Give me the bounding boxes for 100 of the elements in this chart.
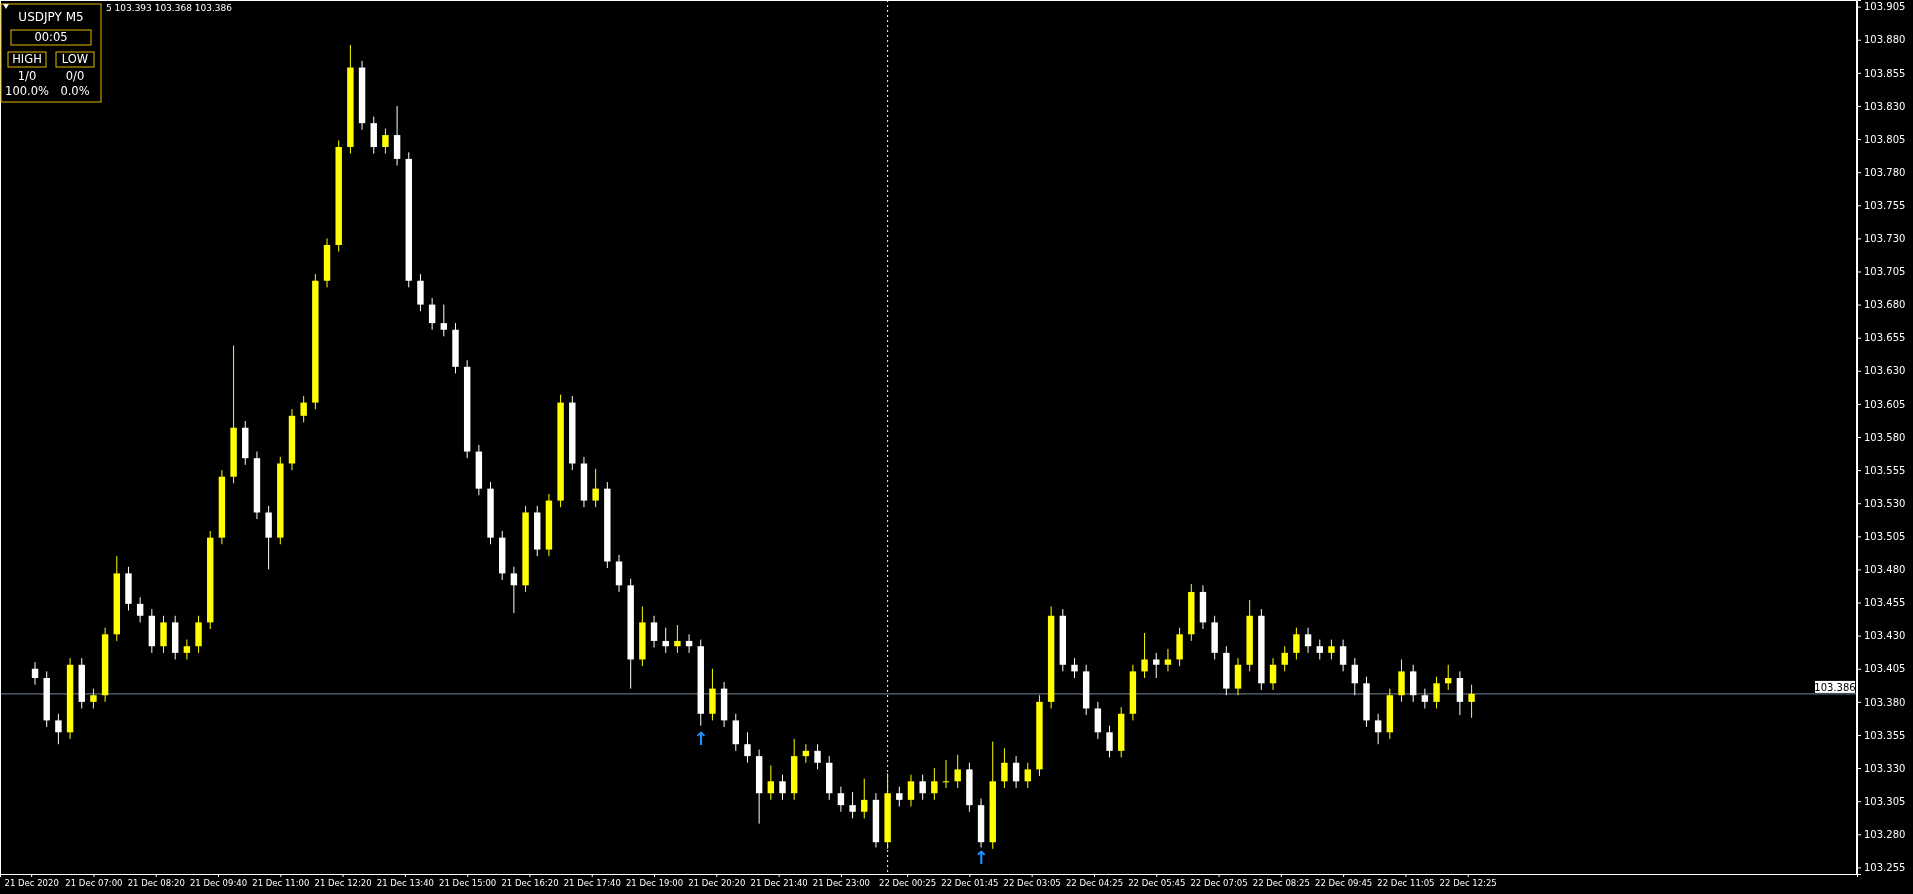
annotation: 00:05 xyxy=(34,30,68,44)
candlestick xyxy=(1164,648,1172,672)
y-tick-label: 103.830 xyxy=(1864,100,1906,112)
y-tick-label: 103.280 xyxy=(1864,828,1906,840)
annotation: 100.0% xyxy=(5,84,49,98)
candlestick xyxy=(136,596,144,623)
annotation: ↑ xyxy=(973,846,989,868)
y-tick-label: 103.705 xyxy=(1864,266,1906,278)
candlestick xyxy=(744,731,751,764)
candlestick xyxy=(1433,676,1440,709)
candlestick xyxy=(160,615,167,654)
candlestick xyxy=(1153,652,1160,679)
candlestick xyxy=(195,615,202,654)
y-tick-label: 103.430 xyxy=(1864,630,1906,642)
x-tick-label: 22 Dec 08:25 xyxy=(1252,878,1310,889)
x-tick-label: 22 Dec 12:25 xyxy=(1439,878,1497,889)
x-tick-label: 21 Dec 11:00 xyxy=(252,878,310,889)
x-tick-label: 21 Dec 12:20 xyxy=(314,878,372,889)
y-tick-label: 103.580 xyxy=(1864,431,1906,443)
y-tick-label: 103.330 xyxy=(1864,762,1906,774)
annotation: 1/0 xyxy=(17,69,37,83)
candlestick xyxy=(1351,657,1358,696)
x-tick-label: 22 Dec 04:25 xyxy=(1065,878,1124,889)
y-tick-label: 103.480 xyxy=(1864,564,1906,576)
y-tick-label: 103.730 xyxy=(1864,233,1906,245)
x-tick-label: 22 Dec 09:45 xyxy=(1315,878,1373,889)
annotation: 0/0 xyxy=(65,69,85,83)
candlestick xyxy=(814,743,821,770)
x-tick-label: 21 Dec 16:20 xyxy=(501,878,559,889)
candlestick xyxy=(417,273,424,312)
candlestick xyxy=(1269,657,1277,691)
candlestick xyxy=(1398,658,1405,703)
ref-line-label: 103.386 xyxy=(1814,681,1856,693)
y-tick-label: 103.455 xyxy=(1864,597,1906,609)
annotation: LOW xyxy=(61,52,89,66)
y-tick-label: 103.630 xyxy=(1864,365,1906,377)
x-tick-label: 21 Dec 2020 xyxy=(4,878,59,889)
candlestick xyxy=(767,764,775,801)
annotation: 0.0% xyxy=(60,84,90,98)
candlestick xyxy=(510,566,518,614)
candlestick xyxy=(1456,670,1464,716)
candlestick xyxy=(1001,747,1008,789)
candlestick xyxy=(382,127,389,155)
y-tick-label: 103.755 xyxy=(1864,199,1906,211)
text: USDJPY M5 xyxy=(18,10,84,24)
x-tick-label: 21 Dec 09:40 xyxy=(189,878,248,889)
y-tick-label: 103.855 xyxy=(1864,67,1906,79)
x-tick-label: 22 Dec 00:25 xyxy=(879,878,937,889)
candlestick xyxy=(1141,632,1148,679)
x-tick-label: 21 Dec 19:00 xyxy=(625,878,684,889)
candlestick xyxy=(1304,627,1312,654)
y-tick-label: 103.680 xyxy=(1864,299,1906,311)
annotation: HIGH xyxy=(12,52,42,66)
candlestick xyxy=(942,759,950,789)
candlestick xyxy=(674,624,681,654)
x-tick-label: 22 Dec 11:05 xyxy=(1377,878,1435,889)
annotation: 5 103.393 103.368 103.386 xyxy=(106,3,233,13)
candlestick xyxy=(1421,688,1429,709)
y-tick-label: 103.605 xyxy=(1864,398,1906,410)
x-tick-label: 22 Dec 07:05 xyxy=(1190,878,1248,889)
candlestick xyxy=(592,468,599,508)
x-tick-label: 21 Dec 20:20 xyxy=(688,878,746,889)
x-tick-label: 21 Dec 08:20 xyxy=(127,878,185,889)
candlestick xyxy=(1012,755,1020,789)
y-tick-label: 103.780 xyxy=(1864,166,1906,178)
x-tick-label: 21 Dec 13:40 xyxy=(376,878,434,889)
y-tick-label: 103.505 xyxy=(1864,531,1906,543)
y-tick-label: 103.805 xyxy=(1864,133,1906,145)
candlestick xyxy=(1409,664,1417,703)
candlestick xyxy=(954,754,961,789)
candlestick xyxy=(1234,657,1242,696)
y-tick-label: 103.905 xyxy=(1864,1,1906,13)
candlestick xyxy=(849,791,856,819)
candlestick xyxy=(861,778,868,819)
x-tick-label: 21 Dec 07:00 xyxy=(65,878,123,889)
candlestick xyxy=(428,297,436,331)
y-tick-label: 103.655 xyxy=(1864,332,1906,344)
candlestick xyxy=(90,688,97,709)
candlestick xyxy=(779,774,786,801)
x-tick-label: 22 Dec 03:05 xyxy=(1003,878,1061,889)
candlestick xyxy=(440,304,448,337)
x-tick-label: 22 Dec 05:45 xyxy=(1128,878,1186,889)
candlestick xyxy=(919,774,926,801)
candlestick xyxy=(896,786,903,807)
candlestick xyxy=(1339,639,1347,672)
annotation: ↑ xyxy=(693,727,709,749)
candlestick xyxy=(1094,701,1102,740)
candlestick xyxy=(732,713,739,752)
candlestick xyxy=(183,639,191,660)
y-tick-label: 103.880 xyxy=(1864,34,1906,46)
y-tick-label: 103.355 xyxy=(1864,729,1906,741)
candlestick xyxy=(1281,645,1288,672)
candlestick xyxy=(1468,684,1475,719)
y-tick-label: 103.305 xyxy=(1864,795,1906,807)
x-tick-label: 21 Dec 23:00 xyxy=(812,878,870,889)
candlestick xyxy=(1024,762,1031,789)
y-tick-label: 103.255 xyxy=(1864,862,1906,874)
candlestick xyxy=(650,615,658,649)
candlestick xyxy=(615,554,623,593)
candlestick xyxy=(1316,639,1323,660)
